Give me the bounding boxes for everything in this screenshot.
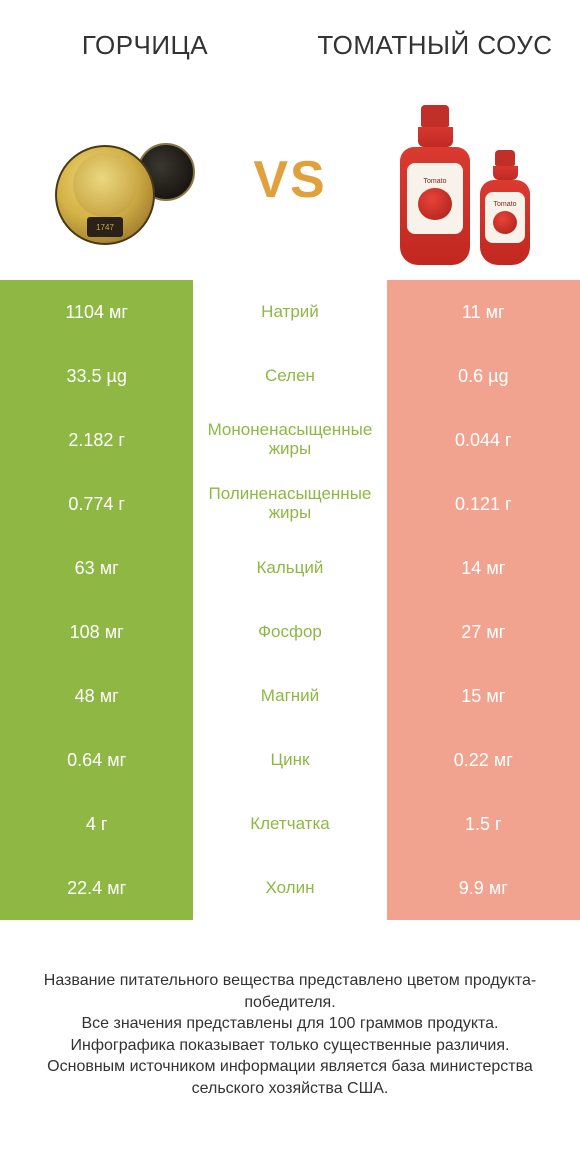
nutrient-name: Цинк bbox=[193, 728, 386, 792]
bottle-label-text: Tomato bbox=[424, 178, 447, 185]
nutrient-name: Полиненасыщенные жиры bbox=[193, 472, 386, 536]
footer-notes: Название питательного вещества представл… bbox=[0, 970, 580, 1100]
table-row: 1104 мгНатрий11 мг bbox=[0, 280, 580, 344]
right-value: 14 мг bbox=[387, 536, 580, 600]
table-row: 2.182 гМононенасыщенные жиры0.044 г bbox=[0, 408, 580, 472]
table-row: 63 мгКальций14 мг bbox=[0, 536, 580, 600]
left-value: 0.64 мг bbox=[0, 728, 193, 792]
right-value: 9.9 мг bbox=[387, 856, 580, 920]
vs-badge: VS bbox=[253, 150, 326, 210]
images-row: 1747 VS Tomato Tomato bbox=[0, 90, 580, 270]
left-value: 1104 мг bbox=[0, 280, 193, 344]
right-value: 0.6 µg bbox=[387, 344, 580, 408]
table-row: 108 мгФосфор27 мг bbox=[0, 600, 580, 664]
left-value: 63 мг bbox=[0, 536, 193, 600]
right-value: 0.22 мг bbox=[387, 728, 580, 792]
left-value: 4 г bbox=[0, 792, 193, 856]
footer-line: Основным источником информации является … bbox=[20, 1056, 560, 1099]
nutrient-name: Натрий bbox=[193, 280, 386, 344]
left-value: 48 мг bbox=[0, 664, 193, 728]
footer-line: Инфографика показывает только существенн… bbox=[20, 1035, 560, 1057]
nutrient-name: Селен bbox=[193, 344, 386, 408]
mustard-jar-image: 1747 bbox=[30, 100, 210, 260]
table-row: 33.5 µgСелен0.6 µg bbox=[0, 344, 580, 408]
table-row: 22.4 мгХолин9.9 мг bbox=[0, 856, 580, 920]
footer-line: Все значения представлены для 100 граммо… bbox=[20, 1013, 560, 1035]
nutrient-name: Холин bbox=[193, 856, 386, 920]
right-value: 11 мг bbox=[387, 280, 580, 344]
left-value: 0.774 г bbox=[0, 472, 193, 536]
nutrient-name: Магний bbox=[193, 664, 386, 728]
nutrient-name: Клетчатка bbox=[193, 792, 386, 856]
left-value: 2.182 г bbox=[0, 408, 193, 472]
table-row: 48 мгМагний15 мг bbox=[0, 664, 580, 728]
left-value: 33.5 µg bbox=[0, 344, 193, 408]
left-product-title: ГОРЧИЦА bbox=[0, 20, 290, 71]
table-row: 4 гКлетчатка1.5 г bbox=[0, 792, 580, 856]
header: ГОРЧИЦА ТОМАТНЫЙ СОУС bbox=[0, 0, 580, 90]
nutrient-table: 1104 мгНатрий11 мг33.5 µgСелен0.6 µg2.18… bbox=[0, 280, 580, 920]
table-row: 0.64 мгЦинк0.22 мг bbox=[0, 728, 580, 792]
ketchup-bottles-image: Tomato Tomato bbox=[370, 100, 550, 260]
jar-year-label: 1747 bbox=[87, 217, 123, 237]
table-row: 0.774 гПолиненасыщенные жиры0.121 г bbox=[0, 472, 580, 536]
left-value: 108 мг bbox=[0, 600, 193, 664]
footer-line: Название питательного вещества представл… bbox=[20, 970, 560, 1013]
right-value: 27 мг bbox=[387, 600, 580, 664]
bottle-label-text-small: Tomato bbox=[494, 201, 517, 208]
nutrient-name: Фосфор bbox=[193, 600, 386, 664]
right-value: 0.044 г bbox=[387, 408, 580, 472]
right-value: 0.121 г bbox=[387, 472, 580, 536]
right-value: 15 мг bbox=[387, 664, 580, 728]
nutrient-name: Мононенасыщенные жиры bbox=[193, 408, 386, 472]
left-value: 22.4 мг bbox=[0, 856, 193, 920]
right-product-title: ТОМАТНЫЙ СОУС bbox=[290, 20, 580, 71]
right-value: 1.5 г bbox=[387, 792, 580, 856]
nutrient-name: Кальций bbox=[193, 536, 386, 600]
